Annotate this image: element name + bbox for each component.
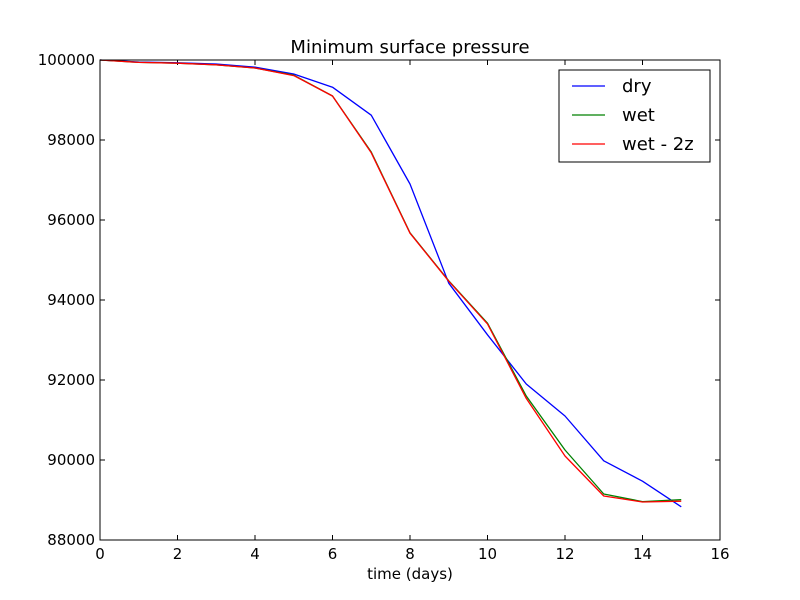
y-tick-label: 90000 xyxy=(47,451,95,469)
axes-frame xyxy=(99,59,721,541)
legend: dry wet wet - 2z xyxy=(558,69,711,163)
x-tick-label: 4 xyxy=(250,545,260,563)
x-axis-label: time (days) xyxy=(367,565,453,583)
x-tick-label: 6 xyxy=(328,545,338,563)
y-tick-label: 94000 xyxy=(47,291,95,309)
y-tick-label: 92000 xyxy=(47,371,95,389)
x-tick-label: 10 xyxy=(478,545,497,563)
x-tick-label: 8 xyxy=(405,545,415,563)
legend-label: wet - 2z xyxy=(622,134,694,155)
series-lines xyxy=(99,59,682,508)
x-tick-label: 0 xyxy=(95,545,105,563)
x-tick-label: 16 xyxy=(710,545,729,563)
chart-title: Minimum surface pressure xyxy=(290,37,529,58)
y-tick-label: 100000 xyxy=(38,51,95,69)
series-line-wet-2z xyxy=(99,59,682,503)
legend-box xyxy=(558,69,711,163)
y-tick-label: 88000 xyxy=(47,531,95,549)
legend-label: wet xyxy=(622,105,655,126)
x-tick-label: 14 xyxy=(633,545,652,563)
x-tick-label: 2 xyxy=(173,545,183,563)
tick-labels: 0 2 4 6 8 10 12 14 16 88000 90000 92000 94000 96000 98… xyxy=(38,51,730,563)
y-tick-label: 98000 xyxy=(47,131,95,149)
legend-label: dry xyxy=(622,76,652,97)
x-tick-label: 12 xyxy=(555,545,574,563)
y-tick-label: 96000 xyxy=(47,211,95,229)
